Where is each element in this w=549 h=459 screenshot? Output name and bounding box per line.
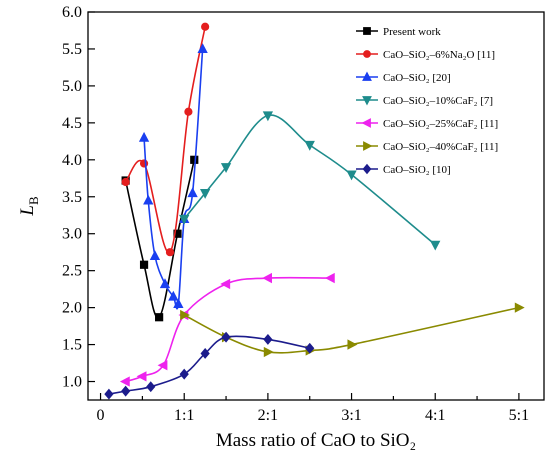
- legend-marker: [363, 27, 371, 35]
- series-line: [108, 335, 310, 395]
- data-point: [121, 385, 131, 397]
- x-tick-label: 2:1: [258, 407, 278, 424]
- series-line: [124, 159, 196, 319]
- data-point: [157, 360, 168, 371]
- data-point: [197, 43, 208, 54]
- data-point: [179, 214, 190, 225]
- legend-item: CaO–SiO₂–25%CaF₂ [11]: [356, 118, 498, 130]
- y-tick-label: 6.0: [62, 4, 82, 21]
- y-tick-label: 4.5: [62, 115, 82, 132]
- data-point: [262, 111, 274, 122]
- legend-label: CaO–SiO₂–25%CaF₂ [11]: [383, 118, 498, 130]
- legend-marker: [362, 96, 372, 106]
- y-axis-title: LB: [17, 196, 41, 217]
- data-point: [159, 278, 171, 289]
- data-point: [263, 333, 273, 345]
- y-tick-label: 2.5: [62, 263, 82, 280]
- data-point: [304, 140, 315, 151]
- series-6: [104, 331, 315, 400]
- data-point: [179, 368, 189, 380]
- legend-marker: [363, 141, 373, 151]
- legend-label: CaO–SiO₂–10%CaF₂ [7]: [383, 95, 493, 107]
- legend-label: CaO–SiO₂–6%Na₂O [11]: [383, 49, 495, 61]
- x-axis-title: Mass ratio of CaO to SiO₂: [216, 430, 416, 451]
- legend-label: CaO–SiO₂–40%CaF₂ [11]: [383, 141, 498, 153]
- data-point: [199, 188, 211, 199]
- y-tick-label: 1.0: [62, 374, 82, 391]
- data-point: [346, 170, 357, 181]
- y-tick-label: 3.5: [62, 189, 82, 206]
- x-tick-label: 3:1: [341, 407, 361, 424]
- data-point: [430, 240, 441, 251]
- data-point: [143, 194, 154, 205]
- data-point: [201, 22, 210, 31]
- legend: Present work CaO–SiO₂–6%Na₂O [11] CaO–SiO₂…: [356, 26, 498, 176]
- data-point: [104, 388, 114, 400]
- y-tick-label: 1.5: [62, 337, 82, 354]
- data-point: [190, 155, 199, 164]
- legend-item: CaO–SiO₂–6%Na₂O [11]: [356, 49, 495, 61]
- data-point: [168, 290, 179, 301]
- data-point: [180, 309, 190, 321]
- data-point: [139, 260, 149, 269]
- data-point: [347, 339, 358, 350]
- series-line: [183, 114, 436, 246]
- data-point: [262, 272, 272, 284]
- series-4: [119, 272, 335, 387]
- data-point: [138, 131, 150, 142]
- data-point: [221, 331, 231, 343]
- data-point: [149, 250, 161, 260]
- x-tick-label: 4:1: [425, 407, 445, 424]
- legend-item: CaO–SiO₂–10%CaF₂ [7]: [356, 95, 493, 107]
- data-point: [187, 187, 198, 198]
- series-line: [143, 48, 204, 310]
- legend-label: CaO–SiO₂ [20]: [383, 72, 451, 84]
- data-point: [220, 278, 231, 290]
- x-tick-label: 0: [97, 407, 105, 424]
- legend-item: CaO–SiO₂ [20]: [356, 71, 451, 84]
- x-tick-label: 1:1: [174, 407, 194, 424]
- y-tick-label: 4.0: [62, 152, 82, 169]
- data-point: [184, 107, 193, 116]
- data-point: [121, 177, 130, 187]
- plot-frame: [87, 11, 545, 401]
- data-point: [263, 346, 274, 358]
- data-point: [514, 302, 525, 313]
- y-tick-label: 5.5: [62, 41, 82, 58]
- data-point: [136, 371, 147, 382]
- legend-item: CaO–SiO₂–40%CaF₂ [11]: [356, 141, 498, 153]
- y-tick-label: 3.0: [62, 226, 82, 243]
- legend-label: Present work: [383, 26, 441, 38]
- data-point: [119, 376, 130, 387]
- series-5: [180, 302, 525, 358]
- legend-marker: [362, 163, 372, 175]
- y-tick-label: 5.0: [62, 78, 82, 95]
- legend-marker: [362, 71, 372, 81]
- legend-item: CaO–SiO₂ [10]: [356, 163, 451, 176]
- series-line: [125, 276, 331, 383]
- series-1: [121, 22, 210, 257]
- series-0: [121, 155, 199, 322]
- legend-item: Present work: [356, 26, 441, 38]
- x-tick-label: 5:1: [509, 407, 529, 424]
- data-point: [220, 163, 232, 173]
- data-point: [155, 313, 164, 322]
- data-point: [173, 229, 182, 238]
- data-point: [146, 381, 156, 393]
- series-line: [124, 26, 206, 254]
- series-2: [138, 43, 208, 310]
- data-point: [165, 248, 175, 257]
- legend-label: CaO–SiO₂ [10]: [383, 164, 451, 176]
- data-point: [173, 298, 184, 309]
- y-tick-label: 2.0: [62, 300, 82, 317]
- data-point: [200, 347, 210, 359]
- data-point: [305, 342, 315, 354]
- legend-marker: [363, 50, 371, 58]
- series-3: [179, 111, 441, 251]
- data-point: [139, 159, 149, 168]
- data-point: [324, 272, 335, 284]
- legend-marker: [361, 118, 371, 128]
